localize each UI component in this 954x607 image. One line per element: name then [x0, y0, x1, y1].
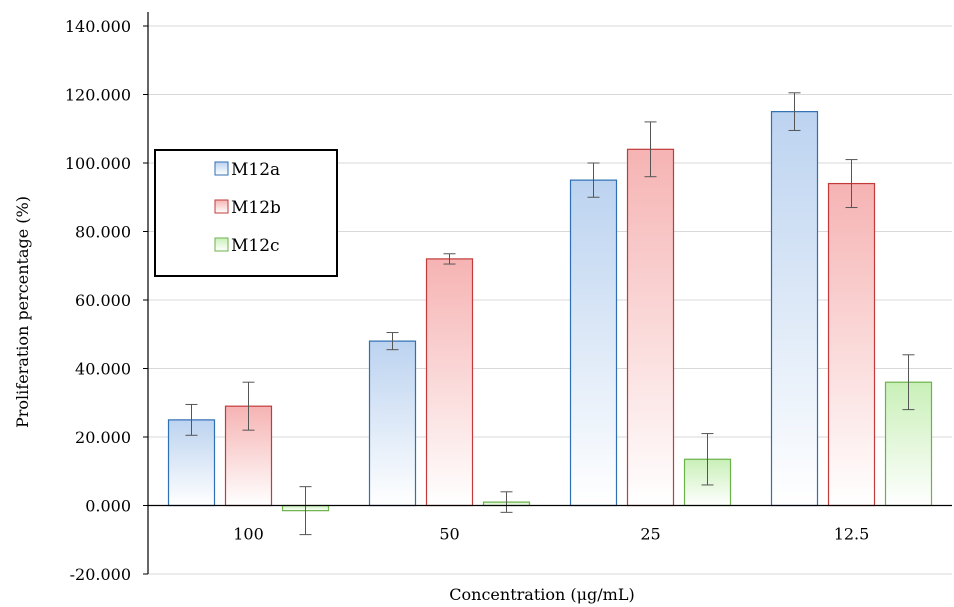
y-tick-label: 0.000	[85, 497, 131, 516]
x-tick-labels: 100 50 25 12.5	[233, 525, 869, 544]
axes	[143, 12, 952, 575]
y-tick-label: -20.000	[70, 565, 131, 584]
legend: M12a M12b M12c	[154, 149, 338, 277]
legend-swatch-m12b	[214, 199, 229, 214]
y-tick-label: 80.000	[75, 223, 131, 242]
legend-label-m12a: M12a	[231, 160, 280, 180]
x-tick-label: 100	[233, 525, 264, 544]
legend-box	[154, 149, 338, 277]
error-bar	[500, 491, 513, 513]
bar-m12a-25	[569, 179, 618, 507]
error-bar	[587, 162, 600, 198]
y-tick-label: 120.000	[65, 86, 131, 105]
x-tick-label: 12.5	[834, 525, 870, 544]
error-bar	[299, 486, 312, 536]
error-bar	[242, 381, 255, 431]
y-tick-label: 40.000	[75, 360, 131, 379]
y-axis-title: Proliferation percentage (%)	[13, 196, 32, 428]
legend-label-m12b: M12b	[231, 198, 281, 218]
error-bar	[386, 332, 399, 351]
x-tick-label: 50	[439, 525, 459, 544]
y-tick-labels: 140.000 120.000 100.000 80.000 60.000 40.000 2…	[65, 17, 131, 584]
error-bar	[185, 403, 198, 436]
legend-swatch-m12c	[214, 237, 229, 252]
legend-label-m12c: M12c	[231, 236, 280, 256]
error-bar	[701, 433, 714, 486]
y-tick-label: 20.000	[75, 428, 131, 447]
bar-m12b-12.5	[827, 182, 876, 507]
error-bar	[788, 92, 801, 131]
error-bar	[443, 253, 456, 265]
x-tick-label: 25	[640, 525, 660, 544]
y-tick-label: 140.000	[65, 17, 131, 36]
error-bar	[902, 354, 915, 411]
error-bars	[185, 92, 915, 536]
bar-m12b-25	[626, 148, 675, 507]
bar-m12a-50	[368, 340, 417, 507]
error-bar	[644, 121, 657, 178]
y-tick-label: 60.000	[75, 291, 131, 310]
bar-m12a-12.5	[770, 111, 819, 507]
x-axis-title: Concentration (μg/mL)	[449, 585, 634, 604]
bar-m12b-50	[425, 258, 474, 507]
legend-swatch-m12a	[214, 161, 229, 176]
error-bar	[845, 159, 858, 209]
y-tick-label: 100.000	[65, 154, 131, 173]
